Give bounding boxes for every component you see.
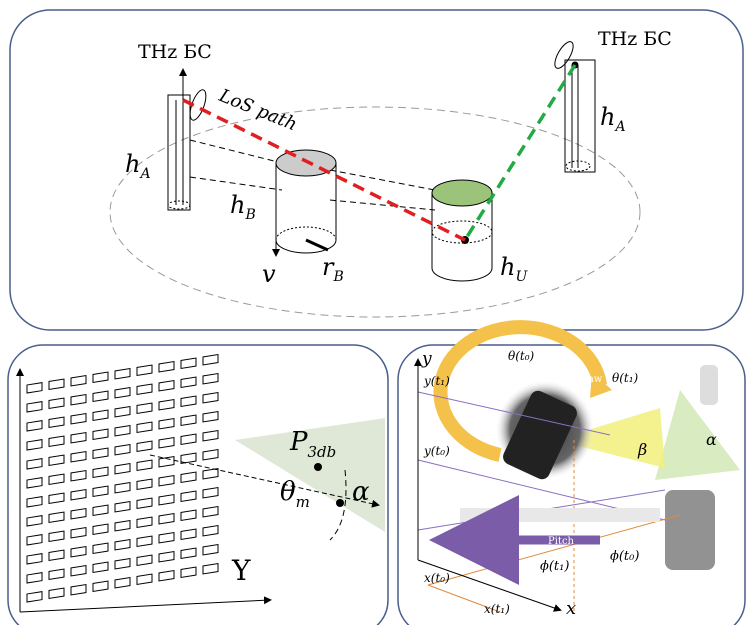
device-panel <box>398 345 745 625</box>
point <box>336 499 344 507</box>
base-station-icon <box>700 365 718 405</box>
label: y(t₁) <box>423 374 450 388</box>
label: Pitch <box>548 536 575 547</box>
label: θ(t₁) <box>612 371 639 385</box>
label: ϕ(t₁) <box>540 559 569 574</box>
label: Y <box>231 554 251 587</box>
label: Yaw <box>581 374 603 385</box>
point <box>314 463 322 471</box>
label: x <box>566 598 576 619</box>
label: v <box>262 260 276 288</box>
figure: THz БС THz БС LoS path hA hA hB v rB hU … <box>0 0 748 625</box>
label: θ(t₀) <box>508 349 535 363</box>
label: ϕ(t₀) <box>610 549 639 564</box>
label: y(t₀) <box>423 444 450 458</box>
label: α <box>706 430 717 449</box>
pitch-bar <box>460 508 660 522</box>
phone-side <box>665 490 715 570</box>
label: β <box>637 440 647 459</box>
label: α <box>352 477 370 507</box>
label: y <box>421 349 432 369</box>
label: THz БС <box>598 28 672 50</box>
label: THz БС <box>138 41 212 63</box>
top-panel <box>10 10 743 330</box>
label: x(t₁) <box>484 602 510 616</box>
label: x(t₀) <box>424 571 450 585</box>
